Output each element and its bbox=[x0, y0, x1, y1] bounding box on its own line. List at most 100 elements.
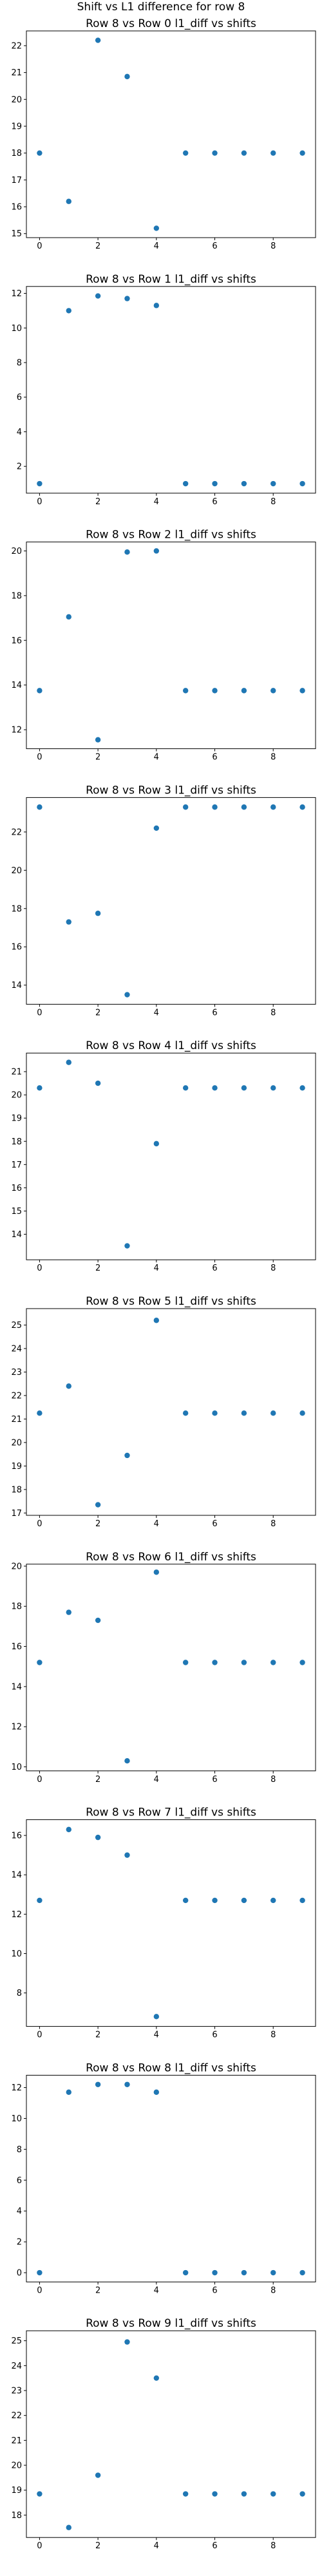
data-point bbox=[212, 2269, 218, 2276]
subplot-2: Row 8 vs Row 2 l1_diff vs shifts 0 2 4 6 8 12 1… bbox=[11, 529, 316, 762]
x-tick-label: 0 bbox=[37, 2286, 42, 2295]
axes-frame bbox=[26, 286, 316, 494]
y-tick-label: 12 bbox=[11, 2083, 22, 2093]
data-point bbox=[182, 2491, 189, 2497]
x-tick-label: 0 bbox=[37, 2541, 42, 2551]
y-tick-label: 6 bbox=[17, 2176, 22, 2186]
data-point bbox=[95, 1080, 101, 1086]
y-tick-label: 16 bbox=[11, 203, 22, 213]
data-point bbox=[270, 1660, 276, 1665]
data-point bbox=[299, 2269, 305, 2276]
data-point bbox=[95, 37, 101, 43]
data-point bbox=[299, 688, 305, 694]
subplot-title: Row 8 vs Row 2 l1_diff vs shifts bbox=[86, 529, 256, 542]
data-point bbox=[124, 2339, 130, 2345]
data-point bbox=[241, 2491, 247, 2497]
y-tick-label: 19 bbox=[11, 122, 22, 131]
x-tick-label: 6 bbox=[212, 497, 217, 507]
axes-frame bbox=[26, 1564, 316, 1772]
x-tick-label: 2 bbox=[95, 753, 100, 762]
y-tick-label: 8 bbox=[17, 1989, 22, 1998]
y-tick-label: 25 bbox=[11, 1321, 22, 1331]
subplot-title: Row 8 vs Row 3 l1_diff vs shifts bbox=[86, 784, 256, 797]
y-tick-label: 15 bbox=[11, 1207, 22, 1217]
data-point bbox=[153, 1141, 160, 1147]
data-point bbox=[66, 919, 71, 925]
x-tick-label: 2 bbox=[95, 2541, 100, 2551]
y-tick-label: 8 bbox=[17, 358, 22, 368]
data-point bbox=[241, 480, 247, 487]
x-tick-label: 8 bbox=[270, 753, 276, 762]
axes-frame bbox=[26, 2074, 316, 2282]
y-tick-label: 0 bbox=[17, 2269, 22, 2278]
y-tick-label: 16 bbox=[11, 636, 22, 646]
data-point bbox=[299, 1410, 305, 1416]
x-tick-label: 8 bbox=[270, 2541, 276, 2551]
figure-suptitle: Shift vs L1 difference for row 8 bbox=[77, 1, 245, 14]
y-tick-label: 14 bbox=[11, 981, 22, 990]
y-tick-label: 23 bbox=[11, 2387, 22, 2396]
data-point bbox=[95, 1502, 101, 1508]
data-point bbox=[153, 1318, 160, 1323]
subplot-title: Row 8 vs Row 7 l1_diff vs shifts bbox=[86, 1806, 256, 1819]
x-tick-label: 8 bbox=[270, 1519, 276, 1529]
data-point bbox=[153, 225, 160, 231]
x-tick-label: 0 bbox=[37, 1008, 42, 1018]
x-tick-label: 6 bbox=[212, 242, 217, 251]
data-point bbox=[299, 1660, 305, 1665]
x-tick-label: 2 bbox=[95, 2286, 100, 2295]
data-point bbox=[182, 804, 189, 810]
x-tick-label: 8 bbox=[270, 497, 276, 507]
y-tick-label: 18 bbox=[11, 2511, 22, 2521]
x-tick-label: 0 bbox=[37, 753, 42, 762]
subplot-title: Row 8 vs Row 6 l1_diff vs shifts bbox=[86, 1551, 256, 1564]
subplot-0: Row 8 vs Row 0 l1_diff vs shifts 0 2 4 6 8 15 1… bbox=[11, 17, 316, 251]
y-tick-label: 14 bbox=[11, 1682, 22, 1692]
subplot-panels: Row 8 vs Row 0 l1_diff vs shifts 0 2 4 6 8 15 1… bbox=[11, 17, 316, 2551]
x-tick-label: 4 bbox=[154, 242, 159, 251]
y-tick-label: 10 bbox=[11, 1949, 22, 1959]
data-point bbox=[212, 150, 218, 156]
subplot-title: Row 8 vs Row 0 l1_diff vs shifts bbox=[86, 17, 256, 30]
data-point bbox=[37, 1897, 43, 1904]
y-tick-label: 14 bbox=[11, 1230, 22, 1240]
data-point bbox=[270, 2491, 276, 2497]
axes-frame bbox=[26, 542, 316, 750]
data-point bbox=[153, 548, 160, 554]
axes-frame bbox=[26, 797, 316, 1005]
y-tick-label: 19 bbox=[11, 1462, 22, 1472]
y-tick-label: 4 bbox=[17, 2207, 22, 2217]
x-tick-label: 0 bbox=[37, 2031, 42, 2040]
x-tick-label: 2 bbox=[95, 1519, 100, 1529]
data-point bbox=[124, 549, 130, 555]
data-point bbox=[182, 1085, 189, 1091]
y-tick-label: 21 bbox=[11, 1415, 22, 1425]
y-tick-label: 20 bbox=[11, 1562, 22, 1571]
x-tick-label: 2 bbox=[95, 1008, 100, 1018]
y-tick-label: 20 bbox=[11, 95, 22, 105]
data-point bbox=[66, 2089, 71, 2095]
y-tick-label: 20 bbox=[11, 1438, 22, 1448]
subplot-title: Row 8 vs Row 8 l1_diff vs shifts bbox=[86, 2061, 256, 2074]
subplot-title: Row 8 vs Row 9 l1_diff vs shifts bbox=[86, 2317, 256, 2330]
x-tick-label: 4 bbox=[154, 2286, 159, 2295]
data-point bbox=[37, 1660, 43, 1665]
y-tick-label: 12 bbox=[11, 1910, 22, 1920]
x-tick-label: 6 bbox=[212, 1008, 217, 1018]
data-point bbox=[212, 688, 218, 694]
data-point bbox=[241, 804, 247, 810]
x-tick-label: 6 bbox=[212, 2031, 217, 2040]
y-tick-label: 25 bbox=[11, 2336, 22, 2346]
data-point bbox=[153, 303, 160, 308]
y-tick-label: 20 bbox=[11, 2461, 22, 2471]
data-point bbox=[66, 1059, 71, 1065]
y-tick-label: 21 bbox=[11, 2436, 22, 2446]
data-point bbox=[37, 480, 43, 487]
data-point bbox=[66, 2524, 71, 2530]
data-point bbox=[37, 688, 43, 694]
x-tick-label: 8 bbox=[270, 1264, 276, 1273]
axes-frame bbox=[26, 1819, 316, 2027]
y-tick-label: 18 bbox=[11, 1137, 22, 1147]
data-point bbox=[270, 2269, 276, 2276]
